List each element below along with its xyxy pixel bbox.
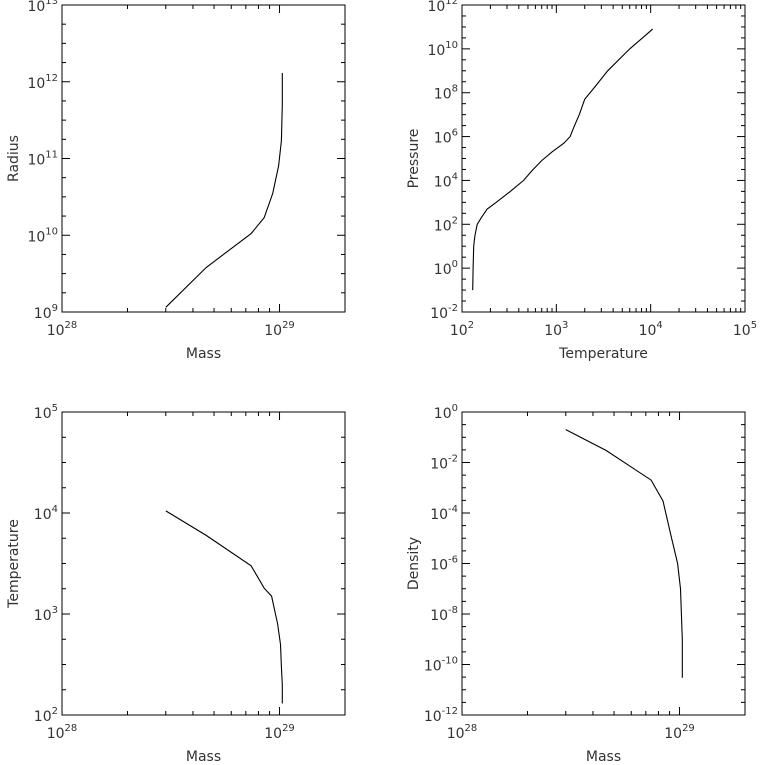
x-tick-label: 1028 bbox=[47, 723, 78, 742]
y-tick-label: 10-6 bbox=[430, 555, 458, 574]
y-tick-label: 103 bbox=[34, 605, 58, 624]
y-tick-label: 108 bbox=[434, 84, 458, 103]
y-tick-label: 102 bbox=[34, 706, 58, 725]
plot-frame bbox=[461, 4, 746, 313]
y-tick-label: 10-2 bbox=[430, 454, 458, 473]
y-tick-label: 104 bbox=[34, 504, 58, 523]
panel-2: 102 103 104 105 10-2 100 102 104 106 108 1010 1012 T… bbox=[406, 0, 757, 362]
data-line bbox=[472, 28, 654, 291]
data-line bbox=[165, 510, 283, 704]
y-tick-label: 105 bbox=[34, 403, 58, 422]
x-tick-label: 1029 bbox=[664, 723, 695, 742]
x-tick-label: 1029 bbox=[264, 723, 295, 742]
x-tick-label: 1028 bbox=[47, 320, 78, 339]
y-axis-label: Temperature bbox=[6, 519, 22, 609]
x-tick-label: 1028 bbox=[447, 723, 478, 742]
y-tick-label: 1012 bbox=[27, 73, 58, 92]
y-tick-label: 10-4 bbox=[430, 504, 458, 523]
y-tick-label: 1012 bbox=[427, 0, 458, 15]
y-axis-label: Radius bbox=[6, 135, 22, 182]
y-tick-label: 10-2 bbox=[430, 303, 458, 322]
y-tick-label: 1011 bbox=[27, 150, 58, 169]
panel-1: 1028 1029 109 1010 1011 1012 1013 Mass Radius bbox=[6, 0, 346, 362]
y-tick-label: 102 bbox=[434, 215, 458, 234]
y-tick-label: 10-12 bbox=[424, 706, 458, 725]
x-axis-label: Mass bbox=[586, 749, 621, 765]
plot-frame bbox=[61, 4, 346, 313]
panel-3: 1028 1029 102 103 104 105 Mass Temperature bbox=[6, 403, 346, 765]
plot-frame bbox=[61, 411, 346, 716]
y-tick-label: 104 bbox=[434, 171, 458, 190]
y-tick-label: 1010 bbox=[427, 40, 458, 59]
y-tick-label: 109 bbox=[34, 303, 58, 322]
panel-4: 1028 1029 100 10-2 10-4 10-6 10-8 10-10 10-12 Mas… bbox=[406, 403, 746, 765]
y-axis-label: Pressure bbox=[406, 129, 422, 189]
x-tick-label: 105 bbox=[733, 320, 757, 339]
y-tick-label: 100 bbox=[434, 403, 458, 422]
y-tick-label: 1010 bbox=[27, 226, 58, 245]
data-line bbox=[165, 73, 283, 308]
data-line bbox=[565, 429, 683, 678]
x-tick-label: 103 bbox=[544, 320, 568, 339]
x-axis-label: Temperature bbox=[558, 346, 648, 362]
x-tick-label: 102 bbox=[450, 320, 474, 339]
y-tick-label: 10-10 bbox=[424, 656, 458, 675]
x-tick-label: 1029 bbox=[264, 320, 295, 339]
plot-frame bbox=[461, 411, 746, 716]
y-axis-label: Density bbox=[406, 537, 422, 590]
x-axis-label: Mass bbox=[186, 749, 221, 765]
x-tick-label: 104 bbox=[639, 320, 663, 339]
y-tick-label: 1013 bbox=[27, 0, 58, 15]
x-axis-label: Mass bbox=[186, 346, 221, 362]
y-tick-label: 106 bbox=[434, 128, 458, 147]
y-tick-label: 10-8 bbox=[430, 605, 458, 624]
y-tick-label: 100 bbox=[434, 259, 458, 278]
